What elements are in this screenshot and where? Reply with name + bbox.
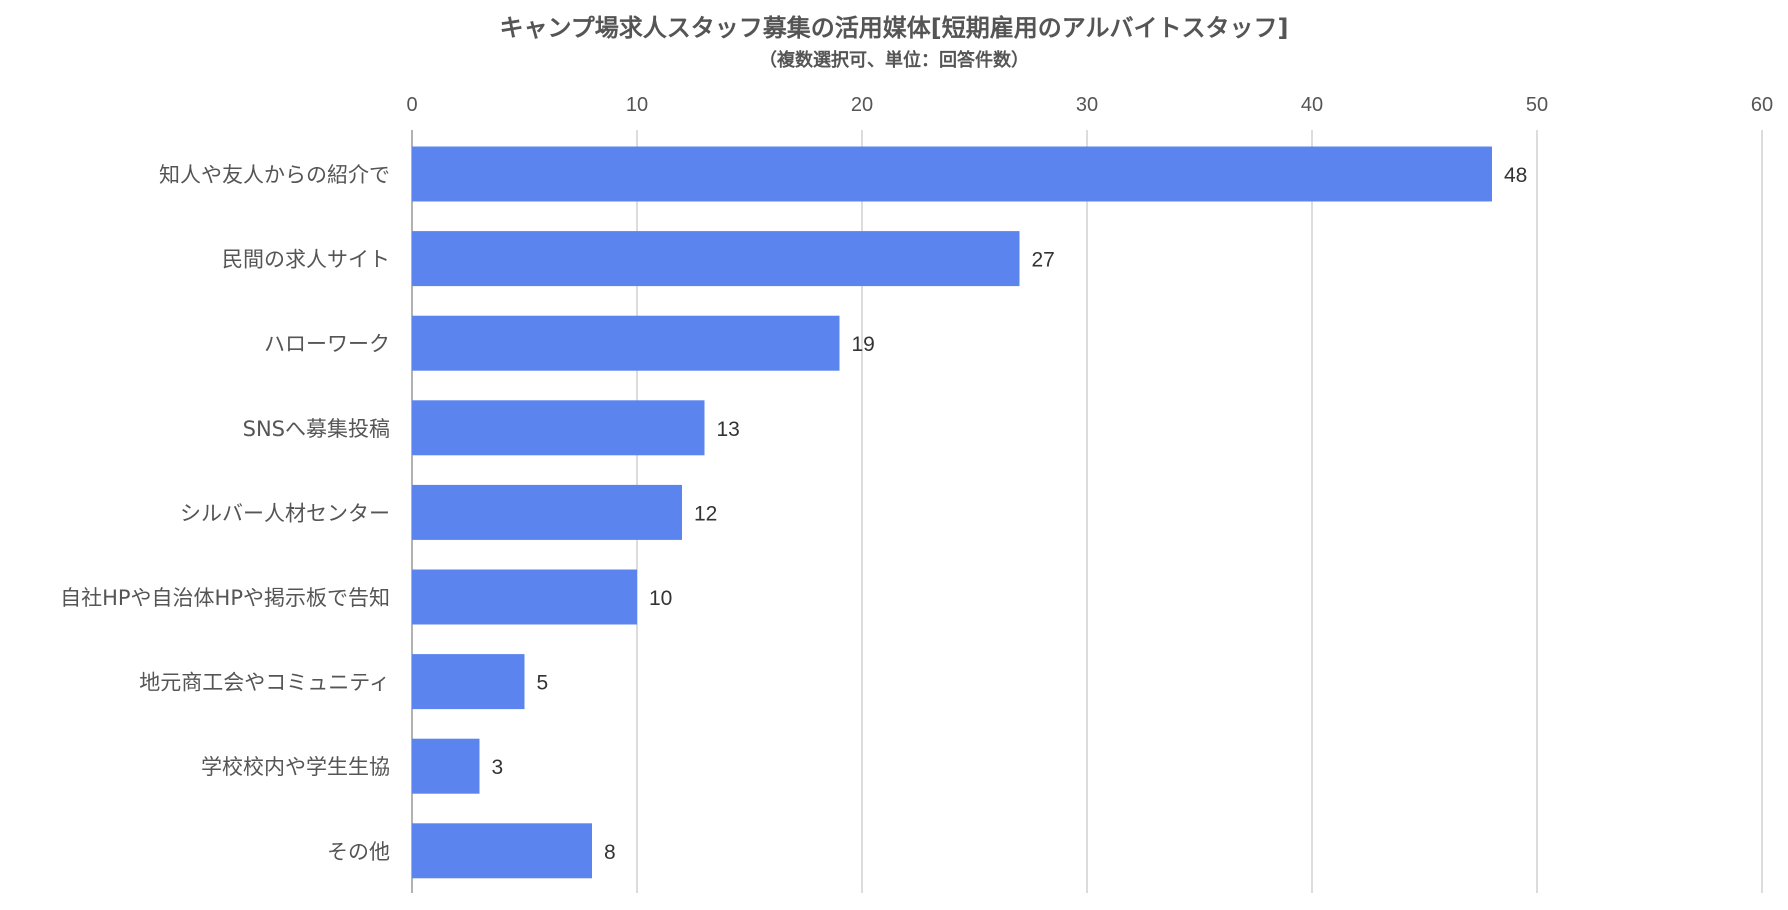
category-label: SNSへ募集投稿 [243,417,390,441]
category-label: その他 [327,840,390,864]
data-label: 10 [649,587,672,610]
data-label: 8 [604,841,616,864]
x-tick-label: 60 [1751,94,1773,116]
bar [412,823,592,879]
category-label: 民間の求人サイト [222,248,390,272]
data-label: 3 [492,756,504,779]
data-label: 27 [1032,249,1055,272]
bar [412,146,1492,202]
x-tick-label: 30 [1076,94,1098,116]
bar [412,484,682,540]
bar [412,569,637,625]
bar [412,738,480,794]
x-tick-label: 10 [626,94,648,116]
bar [412,654,525,710]
category-label: 自社HPや自治体HPや掲示板で告知 [60,586,390,610]
data-label: 12 [694,502,717,525]
data-label: 13 [717,418,740,441]
category-label: 学校校内や学生生協 [201,755,390,779]
category-label: ハローワーク [264,332,390,356]
x-tick-label: 20 [851,94,873,116]
bar [412,231,1020,287]
category-label: 地元商工会やコミュニティ [139,671,390,695]
x-tick-label: 40 [1301,94,1323,116]
bar [412,400,705,456]
category-label: 知人や友人からの紹介で [159,163,390,187]
chart-subtitle: （複数選択可、単位：回答件数） [759,50,1029,71]
x-tick-label: 0 [406,94,417,116]
category-label: シルバー人材センター [180,501,390,525]
data-label: 19 [852,333,875,356]
x-tick-label: 50 [1526,94,1548,116]
data-label: 48 [1504,164,1527,187]
data-label: 5 [537,672,549,695]
chart-title: キャンプ場求人スタッフ募集の活用媒体[短期雇用のアルバイトスタッフ] [499,14,1289,42]
bar [412,315,840,371]
